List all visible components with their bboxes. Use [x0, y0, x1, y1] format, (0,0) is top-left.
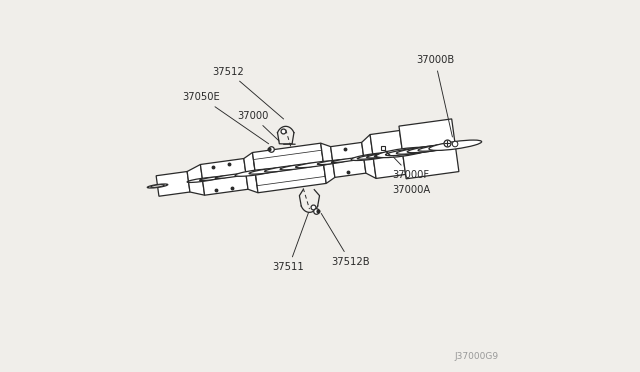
Polygon shape — [200, 158, 248, 195]
Polygon shape — [187, 164, 205, 195]
Ellipse shape — [376, 147, 429, 158]
Ellipse shape — [332, 158, 362, 163]
Ellipse shape — [418, 142, 471, 151]
Text: 37050E: 37050E — [182, 92, 269, 144]
Ellipse shape — [200, 176, 230, 180]
Text: 37000A: 37000A — [392, 185, 430, 195]
Ellipse shape — [215, 174, 246, 179]
Polygon shape — [362, 135, 376, 179]
Ellipse shape — [429, 140, 482, 150]
Ellipse shape — [187, 177, 218, 182]
Polygon shape — [370, 131, 406, 179]
Ellipse shape — [452, 141, 458, 147]
Polygon shape — [399, 119, 459, 179]
Ellipse shape — [407, 144, 460, 153]
Ellipse shape — [147, 184, 168, 188]
Polygon shape — [244, 153, 258, 193]
Ellipse shape — [374, 150, 419, 157]
Ellipse shape — [367, 151, 410, 158]
Text: 37512: 37512 — [212, 67, 284, 119]
Polygon shape — [156, 171, 190, 196]
Polygon shape — [253, 143, 326, 193]
Ellipse shape — [317, 160, 348, 165]
Polygon shape — [331, 142, 366, 177]
Text: J37000G9: J37000G9 — [455, 352, 499, 361]
Text: 37000F: 37000F — [392, 157, 429, 180]
Text: 37000: 37000 — [237, 111, 279, 141]
Ellipse shape — [296, 161, 336, 168]
Ellipse shape — [351, 153, 395, 160]
Ellipse shape — [396, 145, 449, 154]
Ellipse shape — [249, 167, 289, 174]
Polygon shape — [321, 143, 335, 183]
Text: 37512B: 37512B — [321, 214, 370, 267]
Ellipse shape — [280, 163, 321, 170]
Text: 37511: 37511 — [273, 212, 308, 272]
Ellipse shape — [264, 165, 305, 172]
Ellipse shape — [385, 147, 438, 155]
Ellipse shape — [150, 185, 164, 187]
Text: 37000B: 37000B — [416, 55, 454, 137]
Ellipse shape — [357, 152, 401, 159]
Ellipse shape — [235, 169, 275, 176]
